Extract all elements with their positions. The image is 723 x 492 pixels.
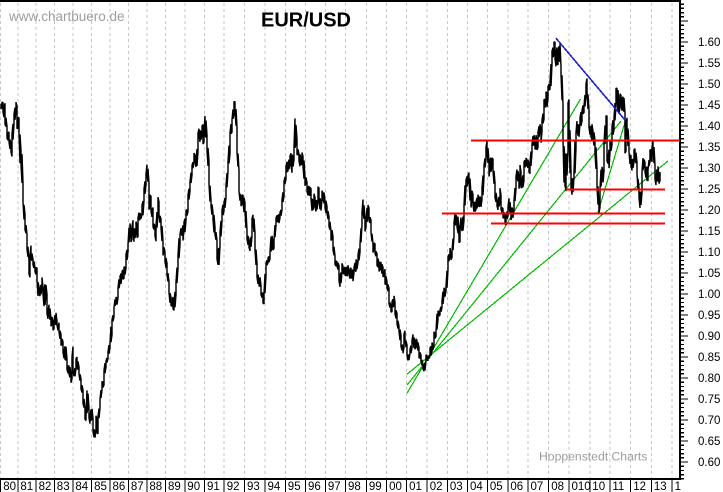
svg-text:82: 82: [39, 481, 52, 492]
svg-text:0.70: 0.70: [698, 415, 720, 427]
svg-text:91: 91: [207, 481, 220, 492]
svg-text:12: 12: [633, 481, 646, 492]
svg-text:86: 86: [113, 481, 126, 492]
svg-text:96: 96: [308, 481, 321, 492]
svg-text:98: 98: [348, 481, 361, 492]
svg-text:1.05: 1.05: [698, 268, 720, 280]
svg-text:00: 00: [389, 481, 402, 492]
svg-text:81: 81: [20, 481, 33, 492]
svg-text:84: 84: [75, 481, 88, 492]
svg-text:87: 87: [131, 481, 144, 492]
svg-text:010: 010: [572, 481, 591, 492]
svg-text:www.chartbuero.de: www.chartbuero.de: [8, 9, 125, 24]
svg-text:93: 93: [247, 481, 260, 492]
svg-text:1.40: 1.40: [698, 121, 720, 133]
svg-text:92: 92: [227, 481, 240, 492]
svg-text:1.60: 1.60: [698, 37, 720, 49]
svg-text:0.75: 0.75: [698, 394, 720, 406]
svg-text:13: 13: [654, 481, 667, 492]
svg-text:1.55: 1.55: [698, 58, 720, 70]
svg-text:EUR/USD: EUR/USD: [261, 10, 351, 32]
svg-text:1.30: 1.30: [698, 163, 720, 175]
svg-text:0.90: 0.90: [698, 331, 720, 343]
svg-text:89: 89: [168, 481, 181, 492]
svg-text:07: 07: [531, 481, 544, 492]
svg-text:0.80: 0.80: [698, 373, 720, 385]
svg-text:0.95: 0.95: [698, 310, 720, 322]
svg-text:Hoppenstedt Charts: Hoppenstedt Charts: [539, 450, 647, 464]
svg-text:11: 11: [612, 481, 624, 492]
svg-text:1.20: 1.20: [698, 205, 720, 217]
svg-text:85: 85: [94, 481, 107, 492]
svg-text:05: 05: [490, 481, 503, 492]
svg-text:08: 08: [551, 481, 564, 492]
svg-text:04: 04: [470, 481, 483, 492]
svg-text:1.25: 1.25: [698, 184, 720, 196]
svg-text:1.50: 1.50: [698, 79, 720, 91]
svg-text:1.00: 1.00: [698, 289, 720, 301]
svg-text:80: 80: [3, 481, 16, 492]
svg-text:06: 06: [510, 481, 523, 492]
svg-text:88: 88: [149, 481, 162, 492]
svg-text:03: 03: [450, 481, 463, 492]
svg-text:95: 95: [288, 481, 301, 492]
svg-text:1.10: 1.10: [698, 247, 720, 259]
svg-text:97: 97: [328, 481, 341, 492]
svg-text:83: 83: [57, 481, 70, 492]
svg-text:1.15: 1.15: [698, 226, 720, 238]
svg-text:10: 10: [592, 481, 605, 492]
svg-text:0.65: 0.65: [698, 436, 720, 448]
svg-text:0.60: 0.60: [698, 457, 720, 469]
svg-text:02: 02: [430, 481, 443, 492]
svg-text:1.35: 1.35: [698, 142, 720, 154]
svg-text:99: 99: [369, 481, 382, 492]
svg-text:01: 01: [409, 481, 422, 492]
svg-text:90: 90: [187, 481, 200, 492]
svg-text:0.85: 0.85: [698, 352, 720, 364]
svg-text:1: 1: [675, 481, 681, 492]
svg-text:94: 94: [268, 481, 281, 492]
svg-text:1.45: 1.45: [698, 100, 720, 112]
